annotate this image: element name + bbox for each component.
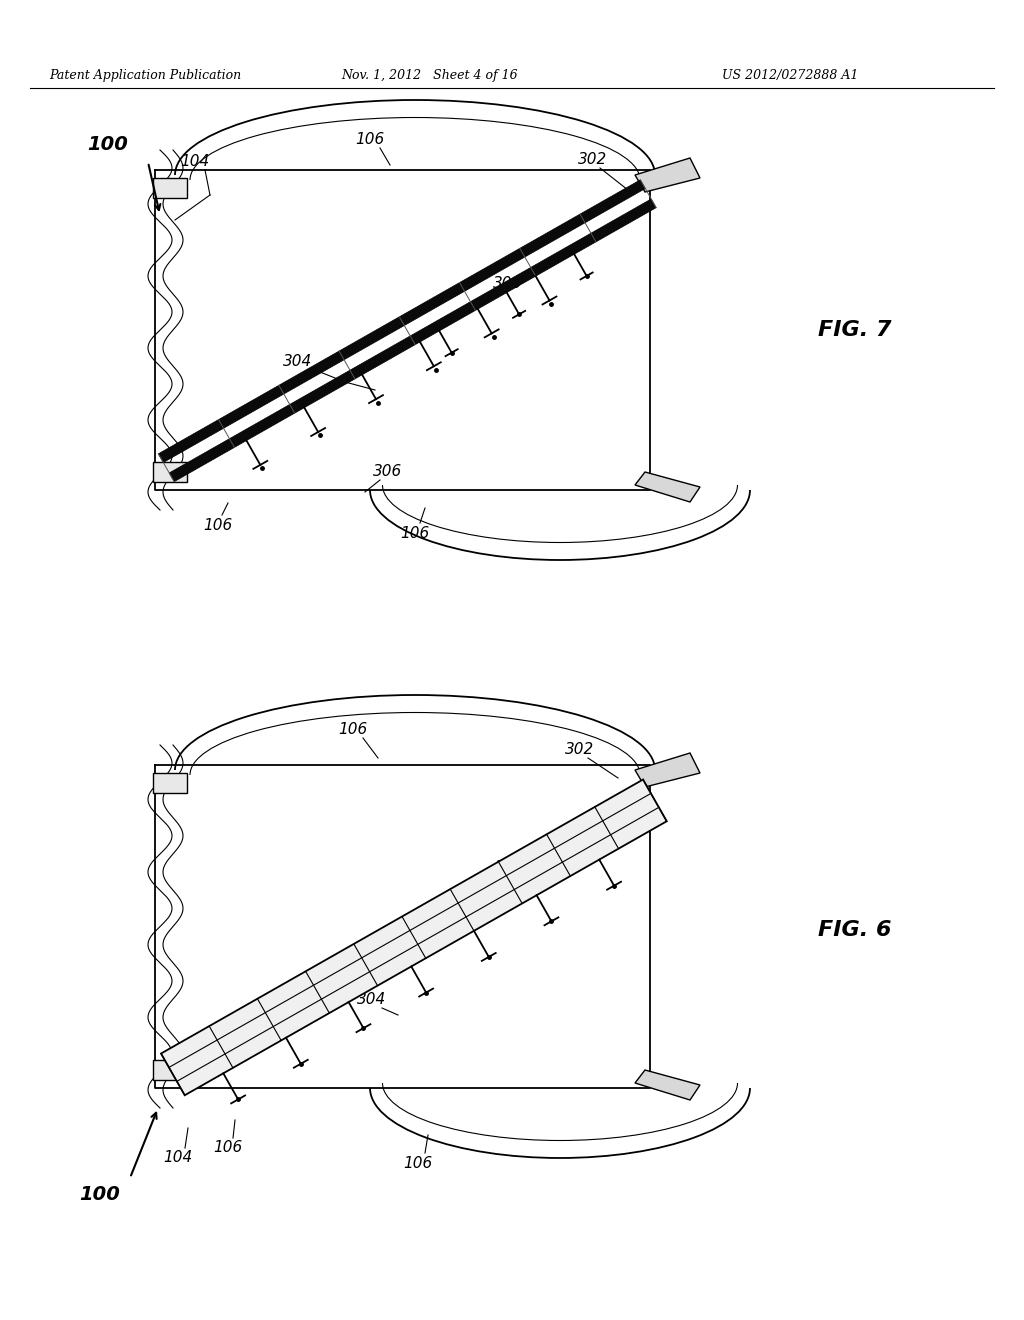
Text: US 2012/0272888 A1: US 2012/0272888 A1 xyxy=(722,69,858,82)
Polygon shape xyxy=(635,1071,700,1100)
Text: 100: 100 xyxy=(80,1185,121,1204)
Text: 306: 306 xyxy=(374,465,402,479)
Polygon shape xyxy=(635,473,700,502)
Text: 106: 106 xyxy=(338,722,368,738)
Text: 304: 304 xyxy=(284,355,312,370)
Text: 104: 104 xyxy=(164,1151,193,1166)
Polygon shape xyxy=(635,752,700,787)
Text: 106: 106 xyxy=(355,132,385,148)
Text: 106: 106 xyxy=(204,517,232,532)
Polygon shape xyxy=(153,1060,187,1080)
Text: FIG. 7: FIG. 7 xyxy=(818,319,892,341)
Text: 306: 306 xyxy=(494,276,522,290)
Text: Nov. 1, 2012   Sheet 4 of 16: Nov. 1, 2012 Sheet 4 of 16 xyxy=(342,69,518,82)
Text: 302: 302 xyxy=(565,742,595,758)
Text: Patent Application Publication: Patent Application Publication xyxy=(49,69,241,82)
Text: 106: 106 xyxy=(400,525,430,540)
Polygon shape xyxy=(635,158,700,191)
Polygon shape xyxy=(153,462,187,482)
Polygon shape xyxy=(153,774,187,793)
Polygon shape xyxy=(159,180,645,462)
Text: FIG. 6: FIG. 6 xyxy=(818,920,892,940)
Text: 106: 106 xyxy=(403,1155,432,1171)
Text: 106: 106 xyxy=(213,1140,243,1155)
Polygon shape xyxy=(169,199,656,482)
Polygon shape xyxy=(153,178,187,198)
Text: 104: 104 xyxy=(180,154,210,169)
Text: 302: 302 xyxy=(579,153,607,168)
Text: 304: 304 xyxy=(357,993,387,1007)
Polygon shape xyxy=(161,780,667,1096)
Text: 100: 100 xyxy=(88,136,128,154)
Text: 306: 306 xyxy=(496,861,524,875)
